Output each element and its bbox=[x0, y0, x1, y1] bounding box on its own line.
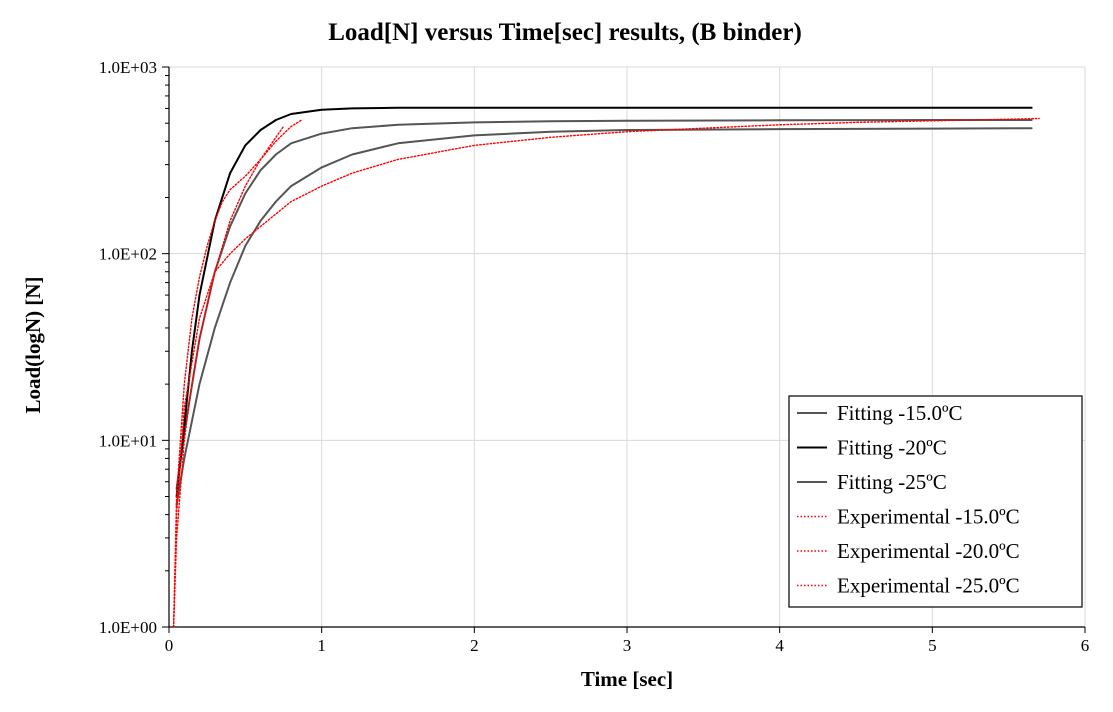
x-tick-label: 0 bbox=[165, 636, 174, 655]
legend-label: Experimental -20.0ºC bbox=[837, 539, 1020, 563]
axes: 0 1 2 3 4 5 6 1.0E+00 1.0E+01 1.0E+02 1.0E+03 bbox=[99, 58, 1089, 655]
legend-label: Experimental -15.0ºC bbox=[837, 505, 1020, 529]
y-tick-label: 1.0E+03 bbox=[99, 58, 157, 77]
x-tick-label: 3 bbox=[623, 636, 632, 655]
y-tick-label: 1.0E+00 bbox=[99, 618, 157, 637]
series-line-5 bbox=[172, 125, 285, 628]
legend-label: Fitting -25ºC bbox=[837, 470, 947, 494]
plot-area bbox=[172, 106, 1040, 628]
chart-title: Load[N] versus Time[sec] results, (B bin… bbox=[328, 19, 802, 46]
series-line-4 bbox=[172, 119, 303, 628]
series-line-3 bbox=[175, 127, 1033, 507]
legend-label: Experimental -25.0ºC bbox=[837, 574, 1020, 598]
grid bbox=[169, 66, 1086, 627]
series-line-2 bbox=[175, 106, 1033, 498]
y-tick-label: 1.0E+01 bbox=[99, 431, 157, 450]
x-tick-label: 4 bbox=[775, 636, 784, 655]
x-tick-label: 5 bbox=[928, 636, 937, 655]
series-line-6 bbox=[172, 117, 1040, 628]
x-axis-label: Time [sec] bbox=[581, 667, 673, 691]
x-tick-label: 2 bbox=[470, 636, 479, 655]
legend-label: Fitting -20ºC bbox=[837, 436, 947, 460]
y-tick-label: 1.0E+02 bbox=[99, 245, 157, 264]
legend-box bbox=[788, 395, 1083, 608]
y-axis-label: Load(logN) [N] bbox=[21, 276, 45, 413]
legend-label: Fitting -15.0ºC bbox=[837, 401, 963, 425]
legend: Fitting -15.0ºC Fitting -20ºC Fitting -25º… bbox=[788, 395, 1083, 608]
x-tick-label: 1 bbox=[317, 636, 326, 655]
x-tick-label: 6 bbox=[1081, 636, 1090, 655]
